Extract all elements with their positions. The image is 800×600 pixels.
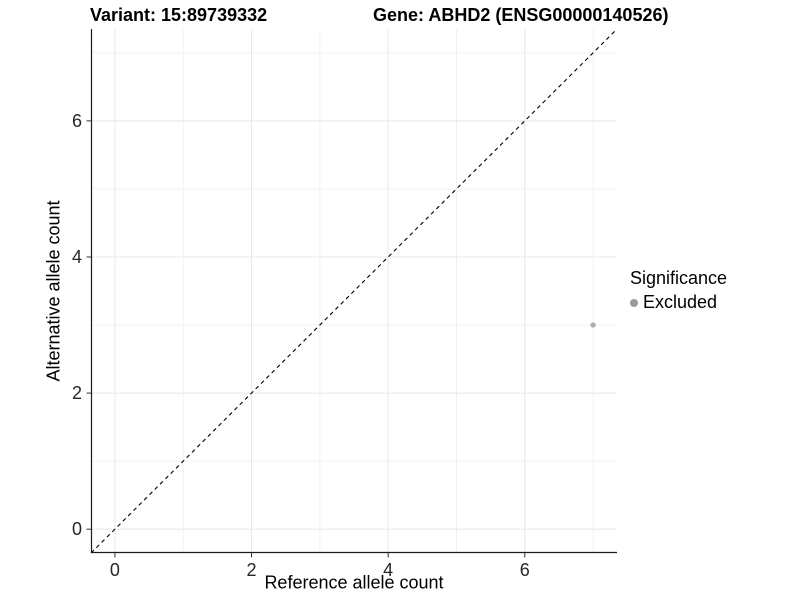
y-axis-title: Alternative allele count — [43, 200, 64, 382]
legend-title: Significance — [630, 268, 728, 288]
x-axis-title: Reference allele count — [264, 572, 444, 593]
scatter-plot — [86, 28, 618, 558]
plot-title-variant: Variant: 15:89739332 — [90, 5, 268, 25]
y-tick-label: 2 — [71, 383, 82, 404]
y-tick-label: 6 — [71, 110, 82, 131]
legend-item-label: Excluded — [643, 292, 718, 312]
x-tick-label: 4 — [383, 560, 394, 580]
x-tick-label: 2 — [246, 560, 257, 580]
y-tick-label: 0 — [71, 519, 82, 540]
legend: Significance Excluded — [630, 268, 727, 313]
plot-panel — [86, 28, 618, 558]
legend-point-icon — [630, 298, 638, 307]
plot-title-gene: Gene: ABHD2 (ENSG00000140526) — [373, 5, 669, 25]
x-tick-label: 6 — [519, 560, 530, 580]
legend-item-excluded: Excluded — [630, 292, 727, 313]
x-tick-label: 0 — [109, 560, 120, 580]
identity-line — [90, 28, 618, 554]
data-point — [590, 322, 596, 328]
y-tick-label: 4 — [71, 246, 82, 267]
